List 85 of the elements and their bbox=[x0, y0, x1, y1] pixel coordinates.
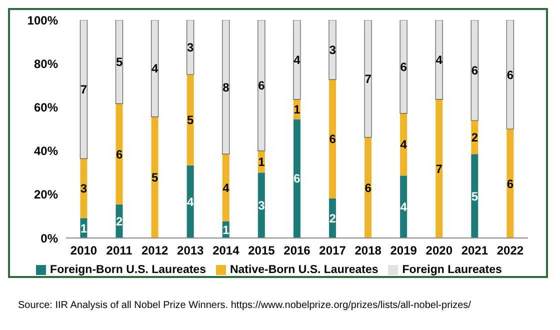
legend-label: Foreign Laureates bbox=[402, 264, 502, 276]
bar bbox=[293, 119, 300, 238]
annotation: 6 bbox=[471, 64, 478, 78]
bar bbox=[400, 20, 408, 114]
bar bbox=[506, 20, 514, 130]
x-tick-label: 2020 bbox=[426, 244, 453, 258]
annotation: 6 bbox=[506, 176, 514, 191]
annotation: 1 bbox=[258, 154, 266, 169]
bar bbox=[150, 20, 159, 118]
annotation: 2 bbox=[471, 130, 478, 145]
x-tick-label: 2021 bbox=[461, 244, 488, 258]
bar bbox=[151, 116, 158, 238]
x-tick-label: 2019 bbox=[390, 244, 418, 258]
bar bbox=[80, 158, 88, 218]
x-tick-label: 2011 bbox=[106, 244, 133, 258]
bar bbox=[258, 20, 266, 152]
annotation: 4 bbox=[436, 52, 443, 67]
y-tick-label: 20% bbox=[34, 188, 58, 202]
annotation: 5 bbox=[116, 55, 123, 70]
bar bbox=[328, 80, 336, 198]
bar bbox=[116, 104, 123, 204]
annotation: 4 bbox=[294, 52, 301, 67]
annotation: 5 bbox=[471, 189, 478, 204]
annotation: 4 bbox=[400, 200, 408, 214]
annotation: 3 bbox=[187, 40, 194, 55]
bar bbox=[222, 154, 230, 222]
annotation: 4 bbox=[222, 180, 230, 195]
y-tick-label: 40% bbox=[34, 144, 58, 158]
annotation: 6 bbox=[364, 180, 372, 195]
x-tick-label: 2017 bbox=[319, 244, 346, 258]
bar bbox=[364, 137, 372, 238]
annotation: 2 bbox=[116, 214, 123, 228]
bar bbox=[436, 99, 443, 238]
y-tick-label: 60% bbox=[34, 100, 58, 114]
x-tick-label: 2014 bbox=[212, 244, 240, 258]
x-tick-label: 2010 bbox=[70, 244, 98, 258]
annotation: 1 bbox=[80, 221, 88, 236]
bar bbox=[364, 20, 372, 138]
annotation: 6 bbox=[294, 172, 301, 186]
annotation: 2 bbox=[329, 211, 336, 226]
annotation: 7 bbox=[436, 162, 443, 176]
legend-label: Native-Born U.S. Laureates bbox=[230, 264, 378, 276]
annotation: 6 bbox=[506, 68, 514, 82]
x-tick-label: 2018 bbox=[354, 244, 382, 258]
bar bbox=[293, 20, 301, 100]
annotation: 3 bbox=[258, 198, 266, 213]
x-tick-label: 2015 bbox=[248, 244, 276, 258]
bar bbox=[506, 129, 514, 238]
annotation: 7 bbox=[364, 72, 372, 86]
annotation: 5 bbox=[152, 170, 158, 185]
annotation: 6 bbox=[400, 60, 408, 74]
legend-label: Foreign-Born U.S. Laureates bbox=[50, 264, 206, 276]
annotation: 4 bbox=[400, 138, 408, 152]
bar bbox=[328, 20, 336, 80]
bar bbox=[471, 154, 478, 238]
annotation: 6 bbox=[329, 132, 336, 146]
bar bbox=[222, 20, 230, 154]
annotation: 8 bbox=[222, 80, 230, 94]
bar bbox=[400, 113, 408, 176]
annotation: 6 bbox=[116, 147, 123, 162]
bar bbox=[400, 176, 408, 238]
bar bbox=[186, 74, 194, 166]
annotation: 1 bbox=[222, 222, 230, 237]
annotation: 6 bbox=[258, 78, 266, 93]
bar bbox=[186, 20, 194, 75]
source-note: Source: IIR Analysis of all Nobel Prize Winners. https://www.nobelprize.org/prizes/lists/all-nobel-prizes/ bbox=[18, 300, 472, 311]
annotation: 4 bbox=[187, 194, 194, 209]
annotation: 3 bbox=[329, 42, 336, 57]
bar bbox=[186, 165, 194, 238]
x-tick-label: 2013 bbox=[177, 244, 204, 258]
bar bbox=[80, 20, 88, 159]
bar bbox=[470, 20, 478, 121]
x-tick-label: 2012 bbox=[141, 244, 169, 258]
annotation: 5 bbox=[187, 113, 194, 128]
annotation: 7 bbox=[80, 82, 88, 97]
y-tick-label: 80% bbox=[34, 56, 58, 71]
bar bbox=[115, 20, 124, 104]
annotation: 1 bbox=[294, 102, 301, 116]
x-tick-label: 2022 bbox=[496, 244, 524, 258]
annotation: 3 bbox=[80, 182, 88, 196]
bar bbox=[435, 20, 443, 100]
x-tick-label: 2016 bbox=[284, 244, 311, 258]
bar bbox=[258, 172, 265, 238]
y-tick-label: 0% bbox=[40, 231, 58, 246]
y-tick-label: 100% bbox=[27, 13, 58, 28]
